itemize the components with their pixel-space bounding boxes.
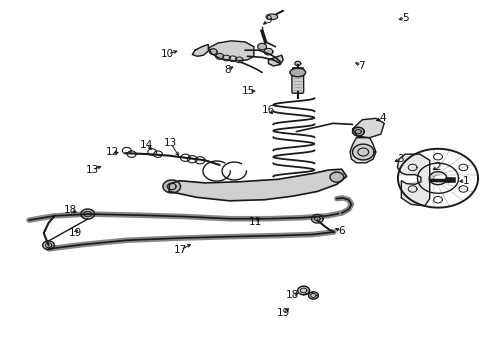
Text: 10: 10: [161, 49, 174, 59]
Text: 3: 3: [397, 154, 404, 164]
Text: 5: 5: [402, 13, 409, 23]
Polygon shape: [43, 241, 54, 249]
Polygon shape: [309, 292, 318, 299]
Polygon shape: [295, 61, 301, 66]
Text: 7: 7: [358, 61, 365, 71]
Text: 14: 14: [140, 140, 153, 150]
Polygon shape: [163, 180, 180, 193]
Polygon shape: [208, 41, 254, 61]
Text: 16: 16: [262, 105, 275, 115]
Text: 17: 17: [174, 245, 187, 255]
Text: 13: 13: [164, 139, 177, 148]
Polygon shape: [192, 44, 208, 56]
Text: 1: 1: [463, 176, 469, 186]
Text: 18: 18: [63, 206, 77, 216]
Text: 8: 8: [224, 64, 231, 75]
Text: 9: 9: [265, 15, 272, 26]
FancyBboxPatch shape: [292, 75, 304, 93]
Ellipse shape: [290, 68, 306, 77]
Text: 11: 11: [249, 217, 262, 227]
Text: 19: 19: [68, 228, 82, 238]
Text: 2: 2: [435, 162, 441, 172]
Polygon shape: [298, 286, 310, 295]
Text: 12: 12: [105, 147, 119, 157]
Polygon shape: [258, 43, 267, 50]
Polygon shape: [216, 53, 223, 59]
Polygon shape: [397, 154, 430, 206]
Ellipse shape: [266, 14, 278, 20]
Polygon shape: [169, 169, 346, 201]
Text: 13: 13: [86, 165, 99, 175]
Polygon shape: [352, 118, 384, 138]
Polygon shape: [352, 144, 374, 160]
Text: 15: 15: [242, 86, 255, 96]
Polygon shape: [312, 215, 323, 223]
Polygon shape: [81, 209, 95, 219]
Polygon shape: [352, 127, 364, 136]
Polygon shape: [209, 49, 217, 54]
Polygon shape: [330, 172, 343, 182]
Text: 19: 19: [276, 309, 290, 318]
Polygon shape: [269, 55, 283, 66]
Text: 4: 4: [379, 113, 386, 123]
Polygon shape: [264, 48, 273, 55]
Polygon shape: [350, 138, 376, 163]
Text: 6: 6: [339, 226, 345, 236]
Text: 18: 18: [286, 291, 299, 301]
